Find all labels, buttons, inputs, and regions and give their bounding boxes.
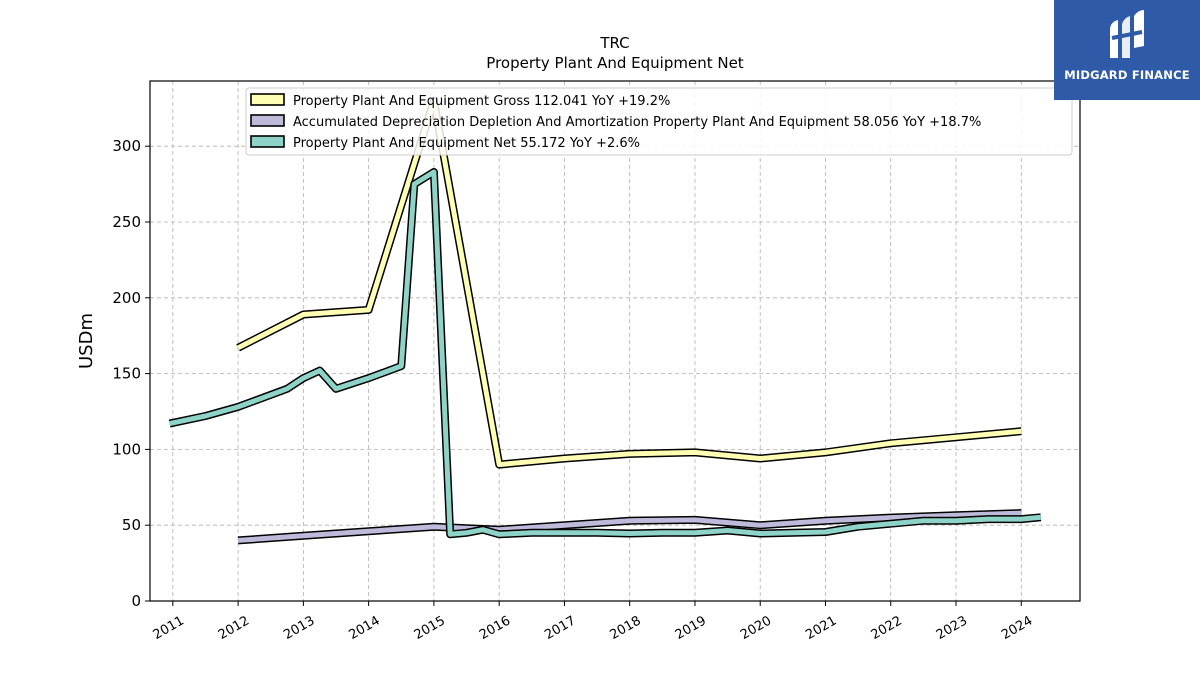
x-tick-label: 2017	[542, 613, 578, 643]
y-axis: 0 50 100 150 200 250 300	[112, 137, 150, 610]
chart-subtitle: Property Plant And Equipment Net	[486, 54, 743, 72]
y-tick-label: 300	[112, 137, 141, 155]
x-tick-label: 2023	[934, 613, 970, 643]
x-tick-label: 2011	[151, 613, 187, 643]
y-tick-label: 150	[112, 365, 141, 383]
x-tick-label: 2022	[869, 613, 905, 643]
x-tick-label: 2018	[608, 613, 644, 643]
chart-title: TRC	[599, 34, 629, 52]
y-axis-label: USDm	[76, 313, 97, 369]
legend-label-2: Property Plant And Equipment Net 55.172 …	[293, 136, 640, 151]
legend-swatch-2	[250, 135, 285, 148]
x-axis: 2011 2012 2013 2014 2015 2016 2017 2018 2019 2020…	[151, 601, 1035, 643]
x-tick-label: 2021	[803, 613, 839, 643]
x-tick-label: 2012	[216, 613, 252, 643]
plot-frame	[149, 80, 1081, 602]
series-line-0	[236, 98, 1022, 468]
series-line-1	[237, 510, 1022, 543]
y-tick-label: 250	[112, 213, 141, 231]
x-tick-label: 2015	[412, 613, 448, 643]
logo-text: MIDGARD FINANCE	[1064, 68, 1190, 82]
x-tick-label: 2013	[281, 613, 317, 643]
x-tick-label: 2024	[999, 613, 1035, 643]
y-tick-label: 0	[131, 592, 141, 610]
midgard-logo-mark-icon	[1110, 10, 1144, 58]
y-tick-label: 100	[112, 440, 141, 458]
legend: Property Plant And Equipment Gross 112.0…	[245, 87, 1073, 156]
series-lines	[168, 96, 1042, 545]
midgard-finance-logo: MIDGARD FINANCE	[1054, 0, 1200, 100]
x-tick-label: 2019	[673, 613, 709, 643]
legend-swatch-0	[250, 93, 285, 106]
legend-box	[245, 87, 1073, 156]
series-outline-2	[168, 168, 1042, 539]
y-tick-label: 50	[122, 516, 141, 534]
series-line-2	[169, 169, 1042, 537]
legend-label-1: Accumulated Depreciation Depletion And A…	[293, 115, 981, 130]
x-tick-label: 2016	[477, 613, 513, 643]
legend-swatch-1	[250, 114, 285, 127]
legend-label-0: Property Plant And Equipment Gross 112.0…	[293, 94, 670, 109]
y-tick-label: 200	[112, 289, 141, 307]
x-tick-label: 2014	[346, 613, 382, 643]
x-tick-label: 2020	[738, 613, 774, 643]
